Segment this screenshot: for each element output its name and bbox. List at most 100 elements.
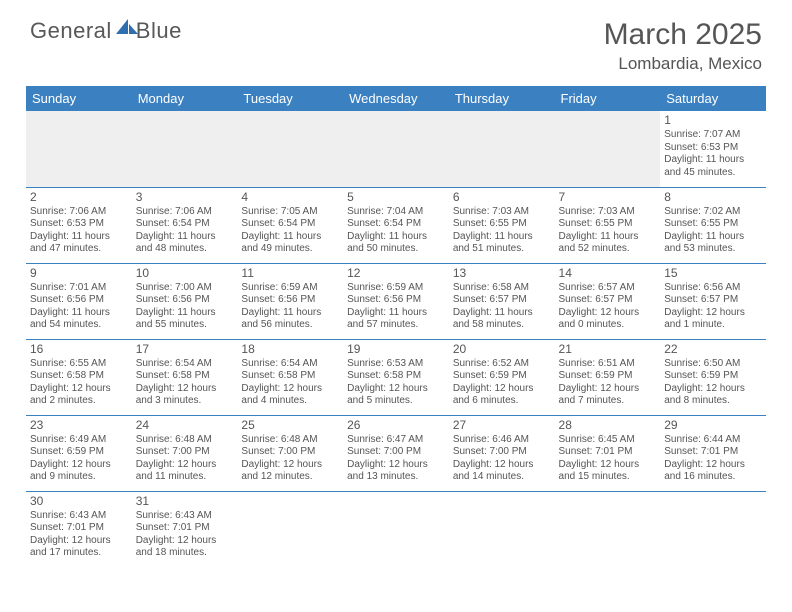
daylight-line: Daylight: 11 hours and 49 minutes.: [241, 231, 339, 256]
sunset-line: Sunset: 7:00 PM: [136, 446, 234, 459]
calendar-cell: [237, 111, 343, 187]
day-number: 16: [30, 342, 128, 357]
calendar-cell: 2Sunrise: 7:06 AMSunset: 6:53 PMDaylight…: [26, 187, 132, 263]
calendar-cell: 28Sunrise: 6:45 AMSunset: 7:01 PMDayligh…: [555, 415, 661, 491]
sunrise-line: Sunrise: 6:51 AM: [559, 358, 657, 371]
daylight-line: Daylight: 12 hours and 0 minutes.: [559, 307, 657, 332]
calendar-cell: 22Sunrise: 6:50 AMSunset: 6:59 PMDayligh…: [660, 339, 766, 415]
day-header-row: SundayMondayTuesdayWednesdayThursdayFrid…: [26, 86, 766, 111]
calendar-cell: 24Sunrise: 6:48 AMSunset: 7:00 PMDayligh…: [132, 415, 238, 491]
day-number: 29: [664, 418, 762, 433]
sunrise-line: Sunrise: 6:58 AM: [453, 282, 551, 295]
sunrise-line: Sunrise: 6:48 AM: [136, 434, 234, 447]
sunset-line: Sunset: 6:57 PM: [453, 294, 551, 307]
sunset-line: Sunset: 6:55 PM: [559, 218, 657, 231]
day-number: 4: [241, 190, 339, 205]
calendar-cell: 23Sunrise: 6:49 AMSunset: 6:59 PMDayligh…: [26, 415, 132, 491]
daylight-line: Daylight: 12 hours and 14 minutes.: [453, 459, 551, 484]
sunset-line: Sunset: 6:59 PM: [559, 370, 657, 383]
daylight-line: Daylight: 12 hours and 7 minutes.: [559, 383, 657, 408]
sunset-line: Sunset: 7:00 PM: [347, 446, 445, 459]
calendar-cell: [449, 491, 555, 567]
sunrise-line: Sunrise: 6:59 AM: [347, 282, 445, 295]
calendar-cell: [343, 491, 449, 567]
title-block: March 2025 Lombardia, Mexico: [604, 18, 762, 74]
sunrise-line: Sunrise: 7:07 AM: [664, 129, 762, 142]
daylight-line: Daylight: 12 hours and 2 minutes.: [30, 383, 128, 408]
sunset-line: Sunset: 6:59 PM: [453, 370, 551, 383]
sunrise-line: Sunrise: 6:52 AM: [453, 358, 551, 371]
sunset-line: Sunset: 7:01 PM: [664, 446, 762, 459]
day-number: 15: [664, 266, 762, 281]
daylight-line: Daylight: 12 hours and 12 minutes.: [241, 459, 339, 484]
calendar-cell: 1Sunrise: 7:07 AMSunset: 6:53 PMDaylight…: [660, 111, 766, 187]
day-header: Saturday: [660, 86, 766, 111]
logo: General Blue: [30, 18, 182, 44]
day-number: 2: [30, 190, 128, 205]
daylight-line: Daylight: 11 hours and 56 minutes.: [241, 307, 339, 332]
calendar-cell: 3Sunrise: 7:06 AMSunset: 6:54 PMDaylight…: [132, 187, 238, 263]
calendar-cell: 9Sunrise: 7:01 AMSunset: 6:56 PMDaylight…: [26, 263, 132, 339]
calendar-cell: 30Sunrise: 6:43 AMSunset: 7:01 PMDayligh…: [26, 491, 132, 567]
sunset-line: Sunset: 7:01 PM: [559, 446, 657, 459]
calendar-cell: 18Sunrise: 6:54 AMSunset: 6:58 PMDayligh…: [237, 339, 343, 415]
sunset-line: Sunset: 7:01 PM: [30, 522, 128, 535]
daylight-line: Daylight: 12 hours and 3 minutes.: [136, 383, 234, 408]
calendar-row: 30Sunrise: 6:43 AMSunset: 7:01 PM Dayligh…: [26, 491, 766, 567]
sunset-line: Sunset: 6:56 PM: [30, 294, 128, 307]
sunrise-line: Sunrise: 6:43 AM: [30, 510, 128, 523]
page-header: General Blue March 2025 Lombardia, Mexic…: [0, 0, 792, 78]
calendar-cell: 16Sunrise: 6:55 AMSunset: 6:58 PMDayligh…: [26, 339, 132, 415]
calendar-body: 1Sunrise: 7:07 AMSunset: 6:53 PMDaylight…: [26, 111, 766, 567]
calendar-cell: 15Sunrise: 6:56 AMSunset: 6:57 PMDayligh…: [660, 263, 766, 339]
calendar-cell: [343, 111, 449, 187]
calendar-cell: 12Sunrise: 6:59 AMSunset: 6:56 PMDayligh…: [343, 263, 449, 339]
day-number: 30: [30, 494, 128, 509]
sunrise-line: Sunrise: 6:53 AM: [347, 358, 445, 371]
sunrise-line: Sunrise: 6:55 AM: [30, 358, 128, 371]
day-number: 23: [30, 418, 128, 433]
day-number: 14: [559, 266, 657, 281]
sunrise-line: Sunrise: 7:06 AM: [30, 206, 128, 219]
day-number: 8: [664, 190, 762, 205]
sunset-line: Sunset: 6:53 PM: [664, 142, 762, 155]
sunrise-line: Sunrise: 7:04 AM: [347, 206, 445, 219]
calendar-row: 16Sunrise: 6:55 AMSunset: 6:58 PMDayligh…: [26, 339, 766, 415]
sunset-line: Sunset: 6:54 PM: [241, 218, 339, 231]
calendar-cell: 19Sunrise: 6:53 AMSunset: 6:58 PMDayligh…: [343, 339, 449, 415]
logo-text-2: Blue: [136, 18, 182, 44]
daylight-line: Daylight: 11 hours and 54 minutes.: [30, 307, 128, 332]
day-header: Sunday: [26, 86, 132, 111]
calendar-cell: [26, 111, 132, 187]
sunrise-line: Sunrise: 6:47 AM: [347, 434, 445, 447]
day-number: 20: [453, 342, 551, 357]
sunrise-line: Sunrise: 7:02 AM: [664, 206, 762, 219]
sunset-line: Sunset: 6:53 PM: [30, 218, 128, 231]
day-number: 24: [136, 418, 234, 433]
calendar-cell: [132, 111, 238, 187]
sunrise-line: Sunrise: 6:48 AM: [241, 434, 339, 447]
calendar-cell: [660, 491, 766, 567]
calendar-row: 2Sunrise: 7:06 AMSunset: 6:53 PM Daylight…: [26, 187, 766, 263]
sunset-line: Sunset: 6:56 PM: [136, 294, 234, 307]
sunset-line: Sunset: 6:57 PM: [664, 294, 762, 307]
day-header: Tuesday: [237, 86, 343, 111]
sunset-line: Sunset: 6:59 PM: [664, 370, 762, 383]
sunrise-line: Sunrise: 7:03 AM: [559, 206, 657, 219]
calendar-cell: 31Sunrise: 6:43 AMSunset: 7:01 PMDayligh…: [132, 491, 238, 567]
daylight-line: Daylight: 12 hours and 18 minutes.: [136, 535, 234, 560]
day-number: 5: [347, 190, 445, 205]
calendar-cell: 14Sunrise: 6:57 AMSunset: 6:57 PMDayligh…: [555, 263, 661, 339]
sunrise-line: Sunrise: 6:46 AM: [453, 434, 551, 447]
daylight-line: Daylight: 12 hours and 9 minutes.: [30, 459, 128, 484]
day-number: 19: [347, 342, 445, 357]
sunrise-line: Sunrise: 6:56 AM: [664, 282, 762, 295]
calendar-cell: 26Sunrise: 6:47 AMSunset: 7:00 PMDayligh…: [343, 415, 449, 491]
calendar-cell: [555, 111, 661, 187]
calendar-row: 9Sunrise: 7:01 AMSunset: 6:56 PMDaylight…: [26, 263, 766, 339]
day-number: 1: [664, 113, 762, 128]
calendar-cell: 25Sunrise: 6:48 AMSunset: 7:00 PMDayligh…: [237, 415, 343, 491]
day-number: 9: [30, 266, 128, 281]
daylight-line: Daylight: 12 hours and 11 minutes.: [136, 459, 234, 484]
logo-text-1: General: [30, 18, 112, 44]
